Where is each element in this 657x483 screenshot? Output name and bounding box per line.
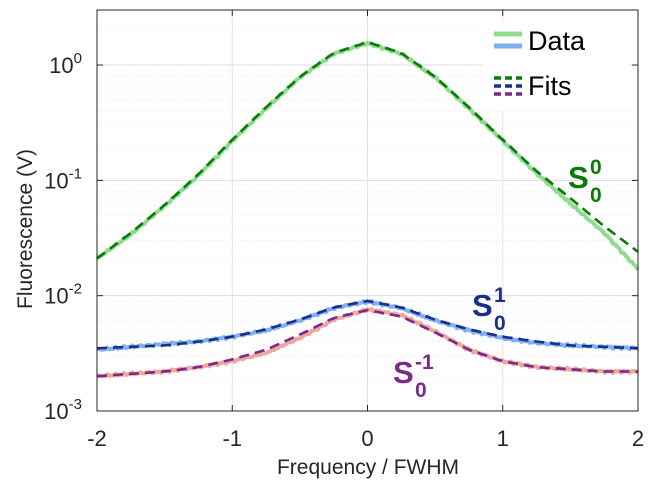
annotation-S0m1: S — [393, 355, 414, 390]
x-tick-label: 0 — [361, 426, 373, 451]
x-axis-label: Frequency / FWHM — [277, 456, 459, 479]
annotation-S0m1-sub: 0 — [415, 379, 427, 402]
annotation-S00-sub: 0 — [590, 184, 602, 207]
plot-area — [95, 40, 640, 379]
x-tick-label: 1 — [497, 426, 509, 451]
y-axis-label: Fluorescence (V) — [14, 149, 37, 309]
annotation-S01: S — [472, 288, 493, 323]
y-tick-label: 100 — [49, 50, 82, 78]
x-tick-label: -1 — [222, 426, 242, 451]
legend-data-label: Data — [528, 26, 586, 56]
legend: Data Fits — [482, 22, 630, 110]
annotation-S00: S — [568, 160, 589, 195]
annotation-S01-sup: 1 — [494, 284, 506, 307]
x-tick-label: 2 — [632, 426, 644, 451]
y-tick-label: 10-3 — [44, 396, 82, 424]
annotation-S01-sub: 0 — [494, 312, 506, 335]
x-tick-label: -2 — [87, 426, 107, 451]
legend-fits-label: Fits — [528, 71, 572, 101]
y-tick-label: 10-1 — [44, 165, 82, 193]
annotation-S00-sup: 0 — [590, 156, 602, 179]
series-S0m1-fit-line — [96, 308, 638, 378]
legend-fits-swatch — [494, 39, 522, 96]
y-tick-label: 10-2 — [44, 281, 82, 309]
series-S01-fit-line — [96, 299, 639, 350]
series-annotations: S 00S 10S -10 — [393, 156, 602, 402]
series-S00-fit-line — [96, 40, 639, 260]
annotation-S0m1-sup: -1 — [415, 351, 434, 374]
